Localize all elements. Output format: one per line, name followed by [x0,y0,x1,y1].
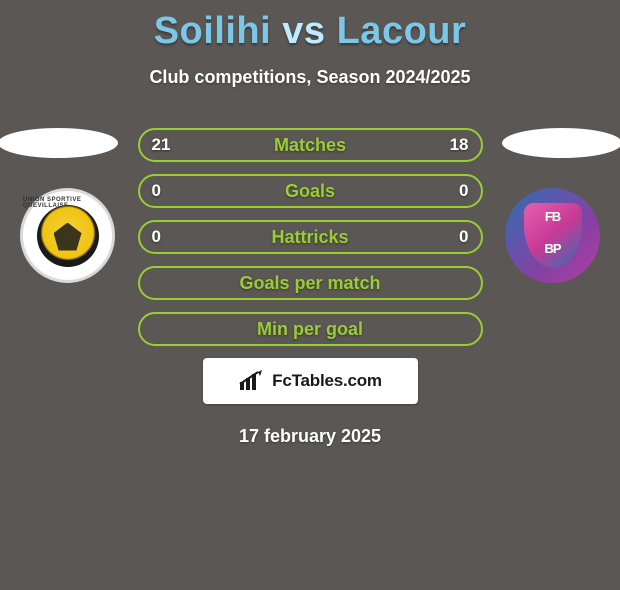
stat-right-value: 0 [459,181,468,201]
stat-label: Goals per match [239,273,380,294]
badge-right-bottom-text: BP [544,241,560,256]
brand-text: FcTables.com [272,371,382,391]
player1-name: Soilihi [154,10,272,52]
stat-left-value: 21 [152,135,171,155]
stat-label: Min per goal [257,319,363,340]
stat-right-value: 18 [450,135,469,155]
decor-ellipse-right [502,128,620,158]
stat-row-min-per-goal: Min per goal [138,312,483,346]
stat-left-value: 0 [152,181,161,201]
stat-row-matches: 21 Matches 18 [138,128,483,162]
bar-chart-icon [238,370,266,392]
stat-right-value: 0 [459,227,468,247]
stat-row-goals: 0 Goals 0 [138,174,483,208]
badge-left-inner [37,205,99,267]
badge-right-shield: FB BP [524,203,582,268]
content-area: UNION SPORTIVE QUEVILLAISE FB BP 21 Matc… [0,128,620,447]
club-badge-right: FB BP [505,188,600,283]
badge-right-top-text: FB [545,209,560,224]
subtitle: Club competitions, Season 2024/2025 [0,67,620,88]
decor-ellipse-left [0,128,118,158]
player2-name: Lacour [337,10,467,52]
stats-container: 21 Matches 18 0 Goals 0 0 Hattricks 0 Go… [138,128,483,346]
stat-label: Matches [274,135,346,156]
footer-date: 17 february 2025 [0,426,620,447]
comparison-title: Soilihi vs Lacour [0,10,620,53]
vs-separator: vs [282,10,325,52]
stat-row-hattricks: 0 Hattricks 0 [138,220,483,254]
stat-row-goals-per-match: Goals per match [138,266,483,300]
brand-box[interactable]: FcTables.com [203,358,418,404]
club-badge-left: UNION SPORTIVE QUEVILLAISE [20,188,115,283]
stat-label: Hattricks [271,227,348,248]
stat-left-value: 0 [152,227,161,247]
stat-label: Goals [285,181,335,202]
